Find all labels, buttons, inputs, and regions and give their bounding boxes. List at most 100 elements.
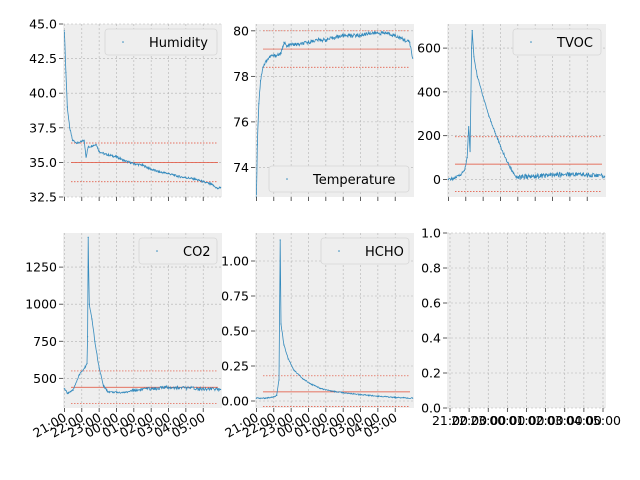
y-tick-label: 76 bbox=[233, 114, 249, 129]
y-tick-label: 0.75 bbox=[221, 289, 249, 304]
data-point bbox=[385, 32, 388, 34]
data-point bbox=[476, 76, 478, 78]
data-point bbox=[167, 172, 170, 175]
data-point bbox=[211, 183, 213, 186]
x-tick-label: 22:00 bbox=[451, 413, 487, 428]
y-tick-label: 0 bbox=[433, 172, 441, 187]
data-point bbox=[273, 396, 275, 398]
data-point bbox=[220, 388, 222, 391]
data-point bbox=[359, 394, 362, 396]
data-point bbox=[471, 47, 473, 49]
data-point bbox=[394, 396, 396, 399]
data-point bbox=[604, 175, 606, 177]
data-point bbox=[124, 391, 126, 393]
y-axis: 0.0 0.2 0.4 0.6 0.8 1.0 bbox=[421, 226, 447, 416]
y-tick-label: 80 bbox=[233, 23, 249, 38]
data-point bbox=[447, 178, 449, 181]
data-point bbox=[302, 378, 304, 380]
legend-marker bbox=[122, 41, 124, 43]
data-point bbox=[377, 395, 379, 397]
data-point bbox=[283, 41, 285, 43]
data-point bbox=[394, 34, 396, 37]
data-point bbox=[333, 37, 336, 39]
data-point bbox=[412, 57, 414, 59]
data-point bbox=[115, 156, 118, 158]
data-point bbox=[264, 397, 266, 399]
data-point bbox=[76, 142, 79, 144]
data-point bbox=[185, 177, 187, 179]
data-point bbox=[359, 34, 362, 37]
data-point bbox=[159, 171, 161, 173]
chart-panel-2: 74 76 78 80 Temperature bbox=[233, 23, 414, 201]
legend-label: Humidity bbox=[149, 36, 208, 51]
data-point bbox=[377, 32, 379, 34]
y-tick-label: 750 bbox=[33, 334, 57, 349]
data-point bbox=[107, 391, 109, 393]
data-point bbox=[466, 157, 468, 159]
data-point bbox=[102, 385, 105, 387]
y-tick-label: 1000 bbox=[25, 297, 57, 312]
chart-panel-4: 500 750 1000 1250 21:0022:0023:0000:0001:000… bbox=[25, 233, 222, 441]
chart-panel-5: 0.00 0.25 0.50 0.75 1.00 21:0022:0023:0000:00… bbox=[221, 233, 414, 441]
data-point bbox=[286, 46, 288, 48]
data-point bbox=[71, 139, 74, 141]
data-point bbox=[278, 379, 280, 381]
data-point bbox=[69, 127, 71, 129]
data-point bbox=[98, 150, 100, 152]
data-point bbox=[342, 34, 344, 37]
data-point bbox=[91, 318, 93, 320]
data-point bbox=[87, 146, 89, 148]
data-point bbox=[87, 336, 89, 338]
y-tick-label: 400 bbox=[417, 84, 441, 99]
data-point bbox=[283, 344, 285, 346]
data-point bbox=[167, 386, 170, 388]
data-point bbox=[259, 80, 262, 82]
y-tick-label: 0.6 bbox=[421, 296, 441, 311]
data-point bbox=[569, 173, 571, 175]
y-tick-label: 0.8 bbox=[421, 261, 441, 276]
x-axis: 21:0022:0023:0000:0001:0002:0003:0004:00… bbox=[432, 408, 621, 428]
series-line-co2 bbox=[64, 236, 221, 395]
y-tick-label: 500 bbox=[33, 371, 57, 386]
data-point bbox=[63, 30, 65, 32]
legend-box bbox=[320, 237, 410, 265]
chart-panel-1: 32.5 35.0 37.5 40.0 42.5 45.0 Humidity bbox=[29, 17, 222, 205]
data-point bbox=[342, 392, 344, 394]
data-point bbox=[521, 176, 523, 178]
data-point bbox=[124, 160, 126, 162]
legend-box bbox=[512, 28, 602, 56]
data-point bbox=[473, 56, 475, 58]
x-tick-label: 02:00 bbox=[528, 413, 564, 428]
y-tick-label: 40.0 bbox=[29, 86, 57, 101]
data-point bbox=[258, 103, 260, 105]
data-point bbox=[316, 39, 318, 41]
data-point bbox=[66, 392, 68, 394]
data-point bbox=[290, 43, 292, 46]
y-tick-label: 200 bbox=[417, 128, 441, 143]
y-tick-label: 600 bbox=[417, 41, 441, 56]
data-point bbox=[319, 387, 321, 389]
series-line-tvoc bbox=[448, 30, 605, 182]
data-point bbox=[72, 389, 74, 391]
y-tick-label: 1.00 bbox=[221, 254, 249, 269]
data-point bbox=[279, 239, 281, 241]
data-point bbox=[193, 178, 196, 180]
data-point bbox=[98, 367, 100, 369]
data-point bbox=[276, 394, 278, 396]
y-tick-label: 37.5 bbox=[29, 120, 57, 135]
data-point bbox=[459, 174, 461, 176]
legend-box bbox=[104, 28, 218, 56]
data-point bbox=[325, 39, 327, 41]
y-tick-label: 1250 bbox=[25, 260, 57, 275]
series-line-hcho bbox=[256, 239, 413, 400]
data-point bbox=[551, 174, 554, 176]
data-point bbox=[368, 32, 370, 34]
y-tick-label: 0.0 bbox=[421, 401, 441, 416]
x-tick-label: 04:00 bbox=[566, 413, 602, 428]
data-point bbox=[202, 388, 204, 390]
data-point bbox=[133, 389, 135, 391]
data-point bbox=[488, 115, 490, 117]
x-tick-label: 00:00 bbox=[489, 413, 525, 428]
data-point bbox=[217, 188, 219, 190]
